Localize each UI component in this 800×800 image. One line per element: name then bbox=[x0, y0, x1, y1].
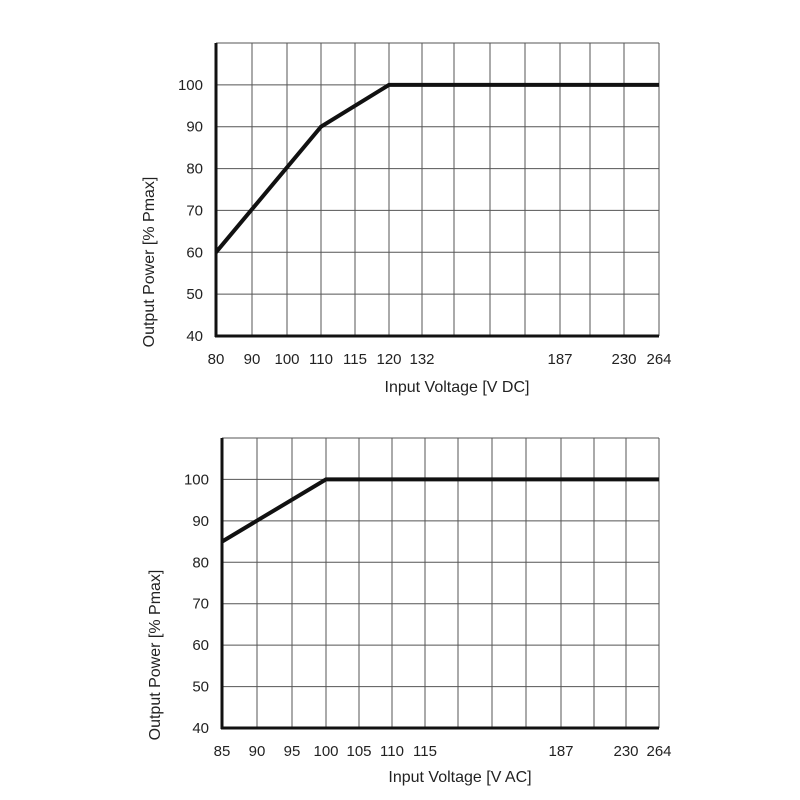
x-tick-label: 115 bbox=[413, 743, 437, 760]
x-tick-label: 85 bbox=[214, 743, 231, 760]
x-tick-label: 110 bbox=[380, 743, 404, 760]
y-tick-label: 50 bbox=[186, 286, 203, 303]
x-tick-label: 90 bbox=[249, 743, 266, 760]
x-tick-label: 120 bbox=[376, 351, 401, 368]
x-tick-label: 110 bbox=[309, 351, 333, 368]
x-tick-label: 100 bbox=[274, 351, 299, 368]
y-tick-label: 40 bbox=[186, 328, 203, 345]
x-tick-label: 95 bbox=[284, 743, 301, 760]
y-tick-label: 100 bbox=[184, 471, 209, 488]
x-tick-label: 115 bbox=[343, 351, 367, 368]
chart-dc: Input Voltage [V DC] Output Power [% Pma… bbox=[141, 42, 672, 396]
x-tick-label: 264 bbox=[646, 743, 671, 760]
y-tick-label: 70 bbox=[186, 202, 203, 219]
chart-ac: Input Voltage [V AC] Output Power [% Pma… bbox=[147, 437, 672, 786]
x-tick-label: 132 bbox=[409, 351, 434, 368]
x-tick-label: 187 bbox=[548, 743, 573, 760]
y-tick-label: 50 bbox=[192, 679, 209, 696]
x-axis-title: Input Voltage [V AC] bbox=[388, 769, 531, 786]
x-axis-title: Input Voltage [V DC] bbox=[385, 379, 530, 396]
y-tick-label: 60 bbox=[192, 637, 209, 654]
y-axis-title: Output Power [% Pmax] bbox=[141, 177, 158, 348]
x-tick-label: 90 bbox=[244, 351, 261, 368]
x-tick-label: 230 bbox=[613, 743, 638, 760]
grid bbox=[221, 437, 660, 729]
y-tick-label: 40 bbox=[192, 720, 209, 737]
y-tick-label: 80 bbox=[186, 161, 203, 178]
x-tick-label: 105 bbox=[346, 743, 371, 760]
y-tick-label: 90 bbox=[186, 119, 203, 136]
series-line bbox=[220, 477, 659, 544]
x-tick-label: 187 bbox=[547, 351, 572, 368]
y-tick-label: 80 bbox=[192, 554, 209, 571]
y-axis-title: Output Power [% Pmax] bbox=[147, 570, 164, 741]
y-tick-label: 100 bbox=[178, 77, 203, 94]
grid bbox=[215, 42, 660, 337]
x-tick-label: 230 bbox=[611, 351, 636, 368]
y-tick-label: 60 bbox=[186, 244, 203, 261]
x-tick-label: 264 bbox=[646, 351, 671, 368]
x-tick-label: 100 bbox=[313, 743, 338, 760]
y-tick-label: 70 bbox=[192, 596, 209, 613]
y-tick-label: 90 bbox=[192, 513, 209, 530]
x-tick-label: 80 bbox=[208, 351, 225, 368]
series-line bbox=[214, 82, 659, 254]
